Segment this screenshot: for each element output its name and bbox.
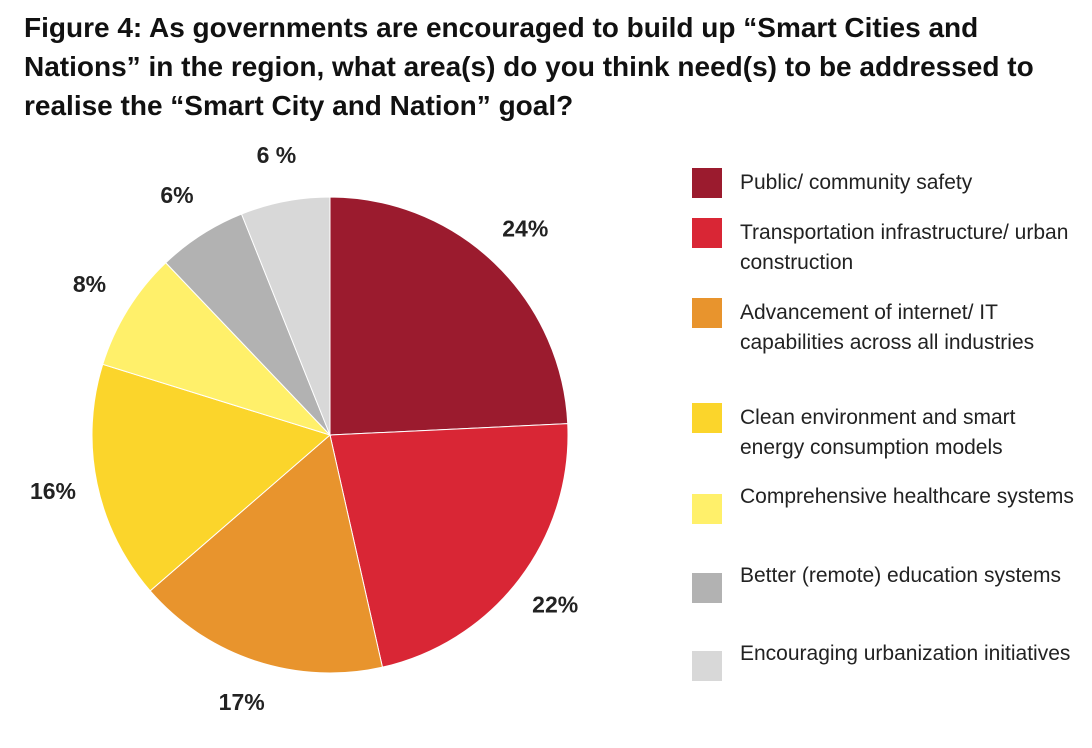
slice-value-label: 24%	[502, 215, 548, 241]
pie-slice-2	[329, 423, 569, 668]
pie-slice-4	[91, 363, 332, 592]
pie-chart: 24% 22% 17% 16% 8% 6% 6 %	[30, 142, 578, 715]
legend-swatch	[692, 218, 722, 248]
pie-slice-1	[329, 196, 569, 436]
pie-slice-7	[240, 196, 331, 436]
legend-label: Public/ community safety	[740, 171, 973, 194]
legend-label: Advancement of internet/ IT capabilities…	[740, 301, 1035, 354]
chart-title: Figure 4: As governments are encouraged …	[24, 12, 1034, 121]
pie-slice-3	[149, 434, 384, 674]
slice-value-label: 8%	[73, 271, 106, 297]
legend-swatch	[692, 651, 722, 681]
legend-swatch	[692, 403, 722, 433]
legend-label: Better (remote) education systems	[740, 564, 1061, 587]
pie-slice-5	[102, 262, 332, 437]
legend-label: Encouraging urbanization initiatives	[740, 642, 1071, 665]
legend-swatch	[692, 298, 722, 328]
legend-swatch	[692, 494, 722, 524]
slice-value-label: 6%	[160, 182, 193, 208]
legend-swatch	[692, 573, 722, 603]
legend-label: Clean environment and smart energy consu…	[740, 406, 1016, 459]
slice-value-label: 6 %	[257, 142, 297, 168]
legend-swatch	[692, 168, 722, 198]
slice-value-label: 17%	[219, 689, 265, 715]
legend-label: Transportation infrastructure/ urban con…	[740, 221, 1069, 274]
slice-value-label: 16%	[30, 478, 76, 504]
slice-value-label: 22%	[532, 591, 578, 617]
legend-label: Comprehensive healthcare systems	[740, 485, 1074, 508]
